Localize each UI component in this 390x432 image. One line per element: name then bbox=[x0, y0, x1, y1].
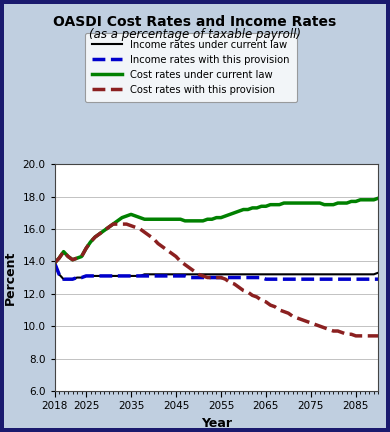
Text: (as a percentage of taxable payroll): (as a percentage of taxable payroll) bbox=[89, 28, 301, 41]
Text: OASDI Cost Rates and Income Rates: OASDI Cost Rates and Income Rates bbox=[53, 15, 337, 29]
Y-axis label: Percent: Percent bbox=[4, 251, 17, 305]
X-axis label: Year: Year bbox=[201, 417, 232, 430]
Legend: Income rates under current law, Income rates with this provision, Cost rates und: Income rates under current law, Income r… bbox=[85, 33, 297, 102]
